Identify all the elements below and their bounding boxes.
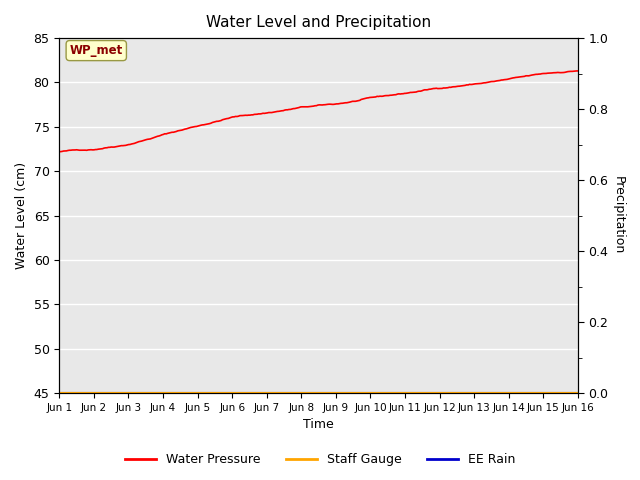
Title: Water Level and Precipitation: Water Level and Precipitation: [206, 15, 431, 30]
Legend: Water Pressure, Staff Gauge, EE Rain: Water Pressure, Staff Gauge, EE Rain: [120, 448, 520, 471]
X-axis label: Time: Time: [303, 419, 334, 432]
Y-axis label: Water Level (cm): Water Level (cm): [15, 162, 28, 269]
Text: WP_met: WP_met: [70, 44, 123, 57]
Y-axis label: Precipitation: Precipitation: [612, 177, 625, 255]
